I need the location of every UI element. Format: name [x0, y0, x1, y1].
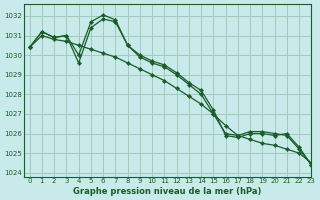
- X-axis label: Graphe pression niveau de la mer (hPa): Graphe pression niveau de la mer (hPa): [73, 187, 262, 196]
